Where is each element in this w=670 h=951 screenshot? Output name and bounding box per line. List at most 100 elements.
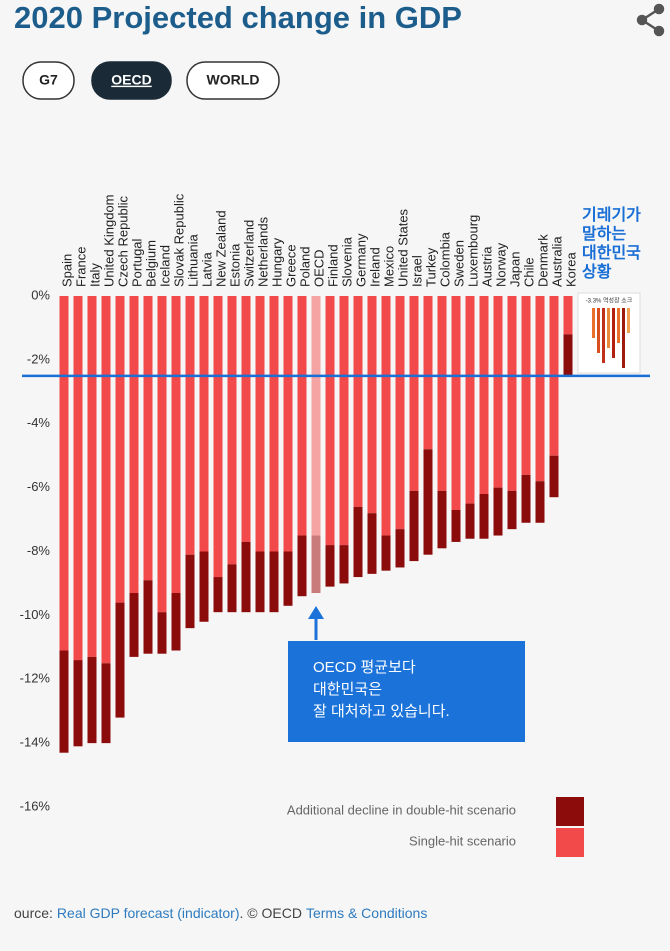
- bar-segment: [241, 296, 251, 542]
- terms-link[interactable]: Terms & Conditions: [306, 905, 427, 921]
- x-tick-label: Korea: [563, 252, 578, 287]
- bar-segment: [87, 296, 97, 657]
- y-tick-label: -2%: [27, 351, 51, 366]
- bar-segment: [437, 296, 447, 491]
- bar-segment: [255, 551, 265, 613]
- x-tick-label: Japan: [507, 252, 522, 287]
- bar-segment: [521, 296, 531, 475]
- x-tick-label: France: [73, 247, 88, 287]
- bar-segment: [409, 490, 419, 562]
- bar-segment: [59, 650, 69, 753]
- legend-label: Single-hit scenario: [409, 833, 516, 848]
- y-tick-label: -12%: [20, 671, 51, 686]
- x-tick-label: Hungary: [269, 237, 284, 287]
- x-tick-label: Mexico: [381, 246, 396, 287]
- bar-segment: [283, 296, 293, 552]
- tab-label[interactable]: WORLD: [207, 72, 260, 88]
- bar-segment: [563, 296, 573, 335]
- tab-button-active[interactable]: [91, 61, 172, 100]
- bar-segment: [269, 296, 279, 552]
- bar-segment: [437, 490, 447, 549]
- bar-segment: [185, 554, 195, 629]
- bar-segment: [563, 334, 573, 376]
- callout-text: 대한민국은: [313, 681, 382, 698]
- bar-segment: [367, 296, 377, 514]
- source: ource: Real GDP forecast (indicator). © O…: [14, 905, 427, 921]
- legend-swatch: [556, 828, 584, 857]
- annotation-text: 말하는: [582, 224, 626, 243]
- bar-segment: [339, 545, 349, 584]
- legend-swatch: [556, 797, 584, 826]
- x-tick-label: Latvia: [199, 252, 214, 287]
- bar-segment: [423, 296, 433, 450]
- bar-segment: [451, 509, 461, 542]
- bar-segment: [101, 663, 111, 744]
- tab-button[interactable]: [186, 61, 280, 100]
- source-link[interactable]: Real GDP forecast (indicator): [57, 905, 240, 921]
- y-tick-label: -4%: [27, 415, 51, 430]
- bar-segment: [199, 551, 209, 622]
- bar-segment: [395, 296, 405, 530]
- bar-segment: [325, 296, 335, 546]
- y-tick-label: 0%: [31, 287, 50, 302]
- bar-segment: [395, 529, 405, 568]
- callout-text: 잘 대처하고 있습니다.: [313, 703, 450, 720]
- bar-segment: [227, 564, 237, 613]
- x-tick-label: Poland: [297, 247, 312, 287]
- x-tick-label: Belgium: [143, 240, 158, 287]
- x-tick-label: Lithuania: [185, 233, 200, 287]
- y-tick-label: -14%: [20, 735, 51, 750]
- x-tick-label: OECD: [311, 249, 326, 287]
- x-tick-label: Slovak Republic: [171, 193, 186, 287]
- bar-segment: [507, 490, 517, 530]
- bar-segment: [493, 487, 503, 536]
- x-tick-label: Sweden: [451, 240, 466, 287]
- x-tick-label: United Kingdom: [101, 195, 116, 288]
- bar-segment: [423, 449, 433, 555]
- x-tick-label: Switzerland: [241, 220, 256, 287]
- bar-segment: [465, 503, 475, 539]
- bar-segment: [213, 577, 223, 613]
- bar-segment: [325, 545, 335, 587]
- bar-segment: [269, 551, 279, 613]
- y-tick-label: -10%: [20, 607, 51, 622]
- bar-segment: [479, 296, 489, 495]
- bar-segment: [157, 296, 167, 613]
- bar-segment: [199, 296, 209, 552]
- bar-segment: [353, 506, 363, 578]
- tab-label[interactable]: G7: [39, 72, 58, 88]
- bar-segment: [493, 296, 503, 488]
- tab-label[interactable]: OECD: [111, 72, 151, 88]
- x-tick-label: Iceland: [157, 245, 172, 287]
- bar-segment: [143, 296, 153, 581]
- x-tick-label: Ireland: [367, 247, 382, 287]
- x-tick-label: Turkey: [423, 247, 438, 287]
- chart-title: 2020 Projected change in GDP: [14, 0, 462, 35]
- bar-segment: [171, 296, 181, 594]
- x-tick-label: Slovenia: [339, 236, 354, 287]
- callout-text: OECD 평균보다: [313, 659, 416, 676]
- x-tick-label: United States: [395, 208, 410, 287]
- thumbnail-text: -3.3% 역성장 쇼크: [586, 297, 633, 305]
- bar-segment: [73, 296, 83, 661]
- bar-segment: [297, 535, 307, 597]
- x-tick-label: Netherlands: [255, 216, 270, 287]
- bar-segment: [507, 296, 517, 491]
- x-tick-label: Germany: [353, 233, 368, 287]
- x-tick-label: Israel: [409, 255, 424, 287]
- bar-segment: [465, 296, 475, 504]
- x-tick-label: Italy: [87, 263, 102, 287]
- callout-box: [288, 641, 525, 742]
- bar-segment: [283, 551, 293, 606]
- bar-segment: [367, 513, 377, 574]
- bar-segment: [311, 535, 321, 594]
- bar-segment: [521, 474, 531, 523]
- bar-segment: [535, 296, 545, 482]
- tab-button[interactable]: [22, 61, 75, 100]
- share-icon[interactable]: [636, 3, 665, 37]
- bar-segment: [129, 296, 139, 594]
- x-tick-label: Czech Republic: [115, 195, 130, 287]
- x-tick-label: Spain: [59, 254, 74, 287]
- y-tick-label: -6%: [27, 479, 51, 494]
